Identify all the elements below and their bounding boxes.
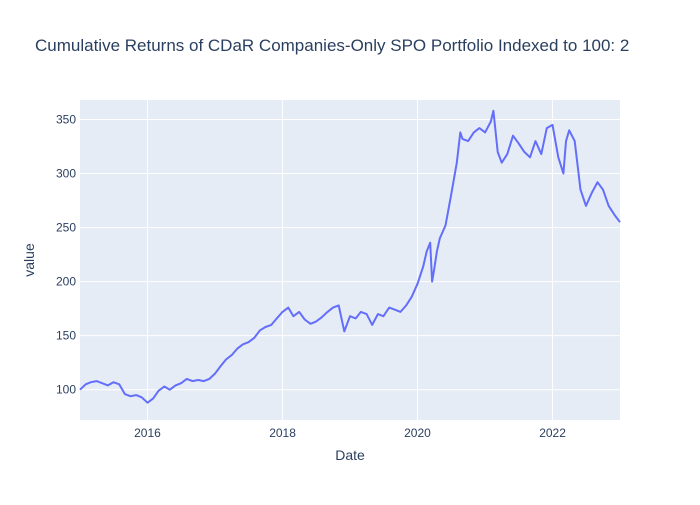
x-gridlines	[146, 100, 554, 420]
x-tick-label: 2016	[134, 426, 161, 440]
y-tick-label: 200	[56, 275, 76, 289]
series-line	[79, 109, 621, 404]
y-tick-label: 100	[56, 383, 76, 397]
x-tick-label: 2020	[404, 426, 431, 440]
plot-area	[80, 100, 620, 420]
y-tick-labels: 100 150 200 250 300 350	[56, 112, 76, 396]
y-tick-label: 150	[56, 329, 76, 343]
y-axis-label: value	[21, 243, 37, 277]
y-tick-label: 250	[56, 221, 76, 235]
x-tick-label: 2018	[269, 426, 296, 440]
x-tick-label: 2022	[539, 426, 566, 440]
x-axis-label: Date	[335, 447, 365, 463]
y-tick-label: 350	[56, 112, 76, 126]
x-tick-labels: 2016 2018 2020 2022	[134, 426, 566, 440]
chart-title: Cumulative Returns of CDaR Companies-Onl…	[35, 36, 629, 55]
y-tick-label: 300	[56, 167, 76, 181]
